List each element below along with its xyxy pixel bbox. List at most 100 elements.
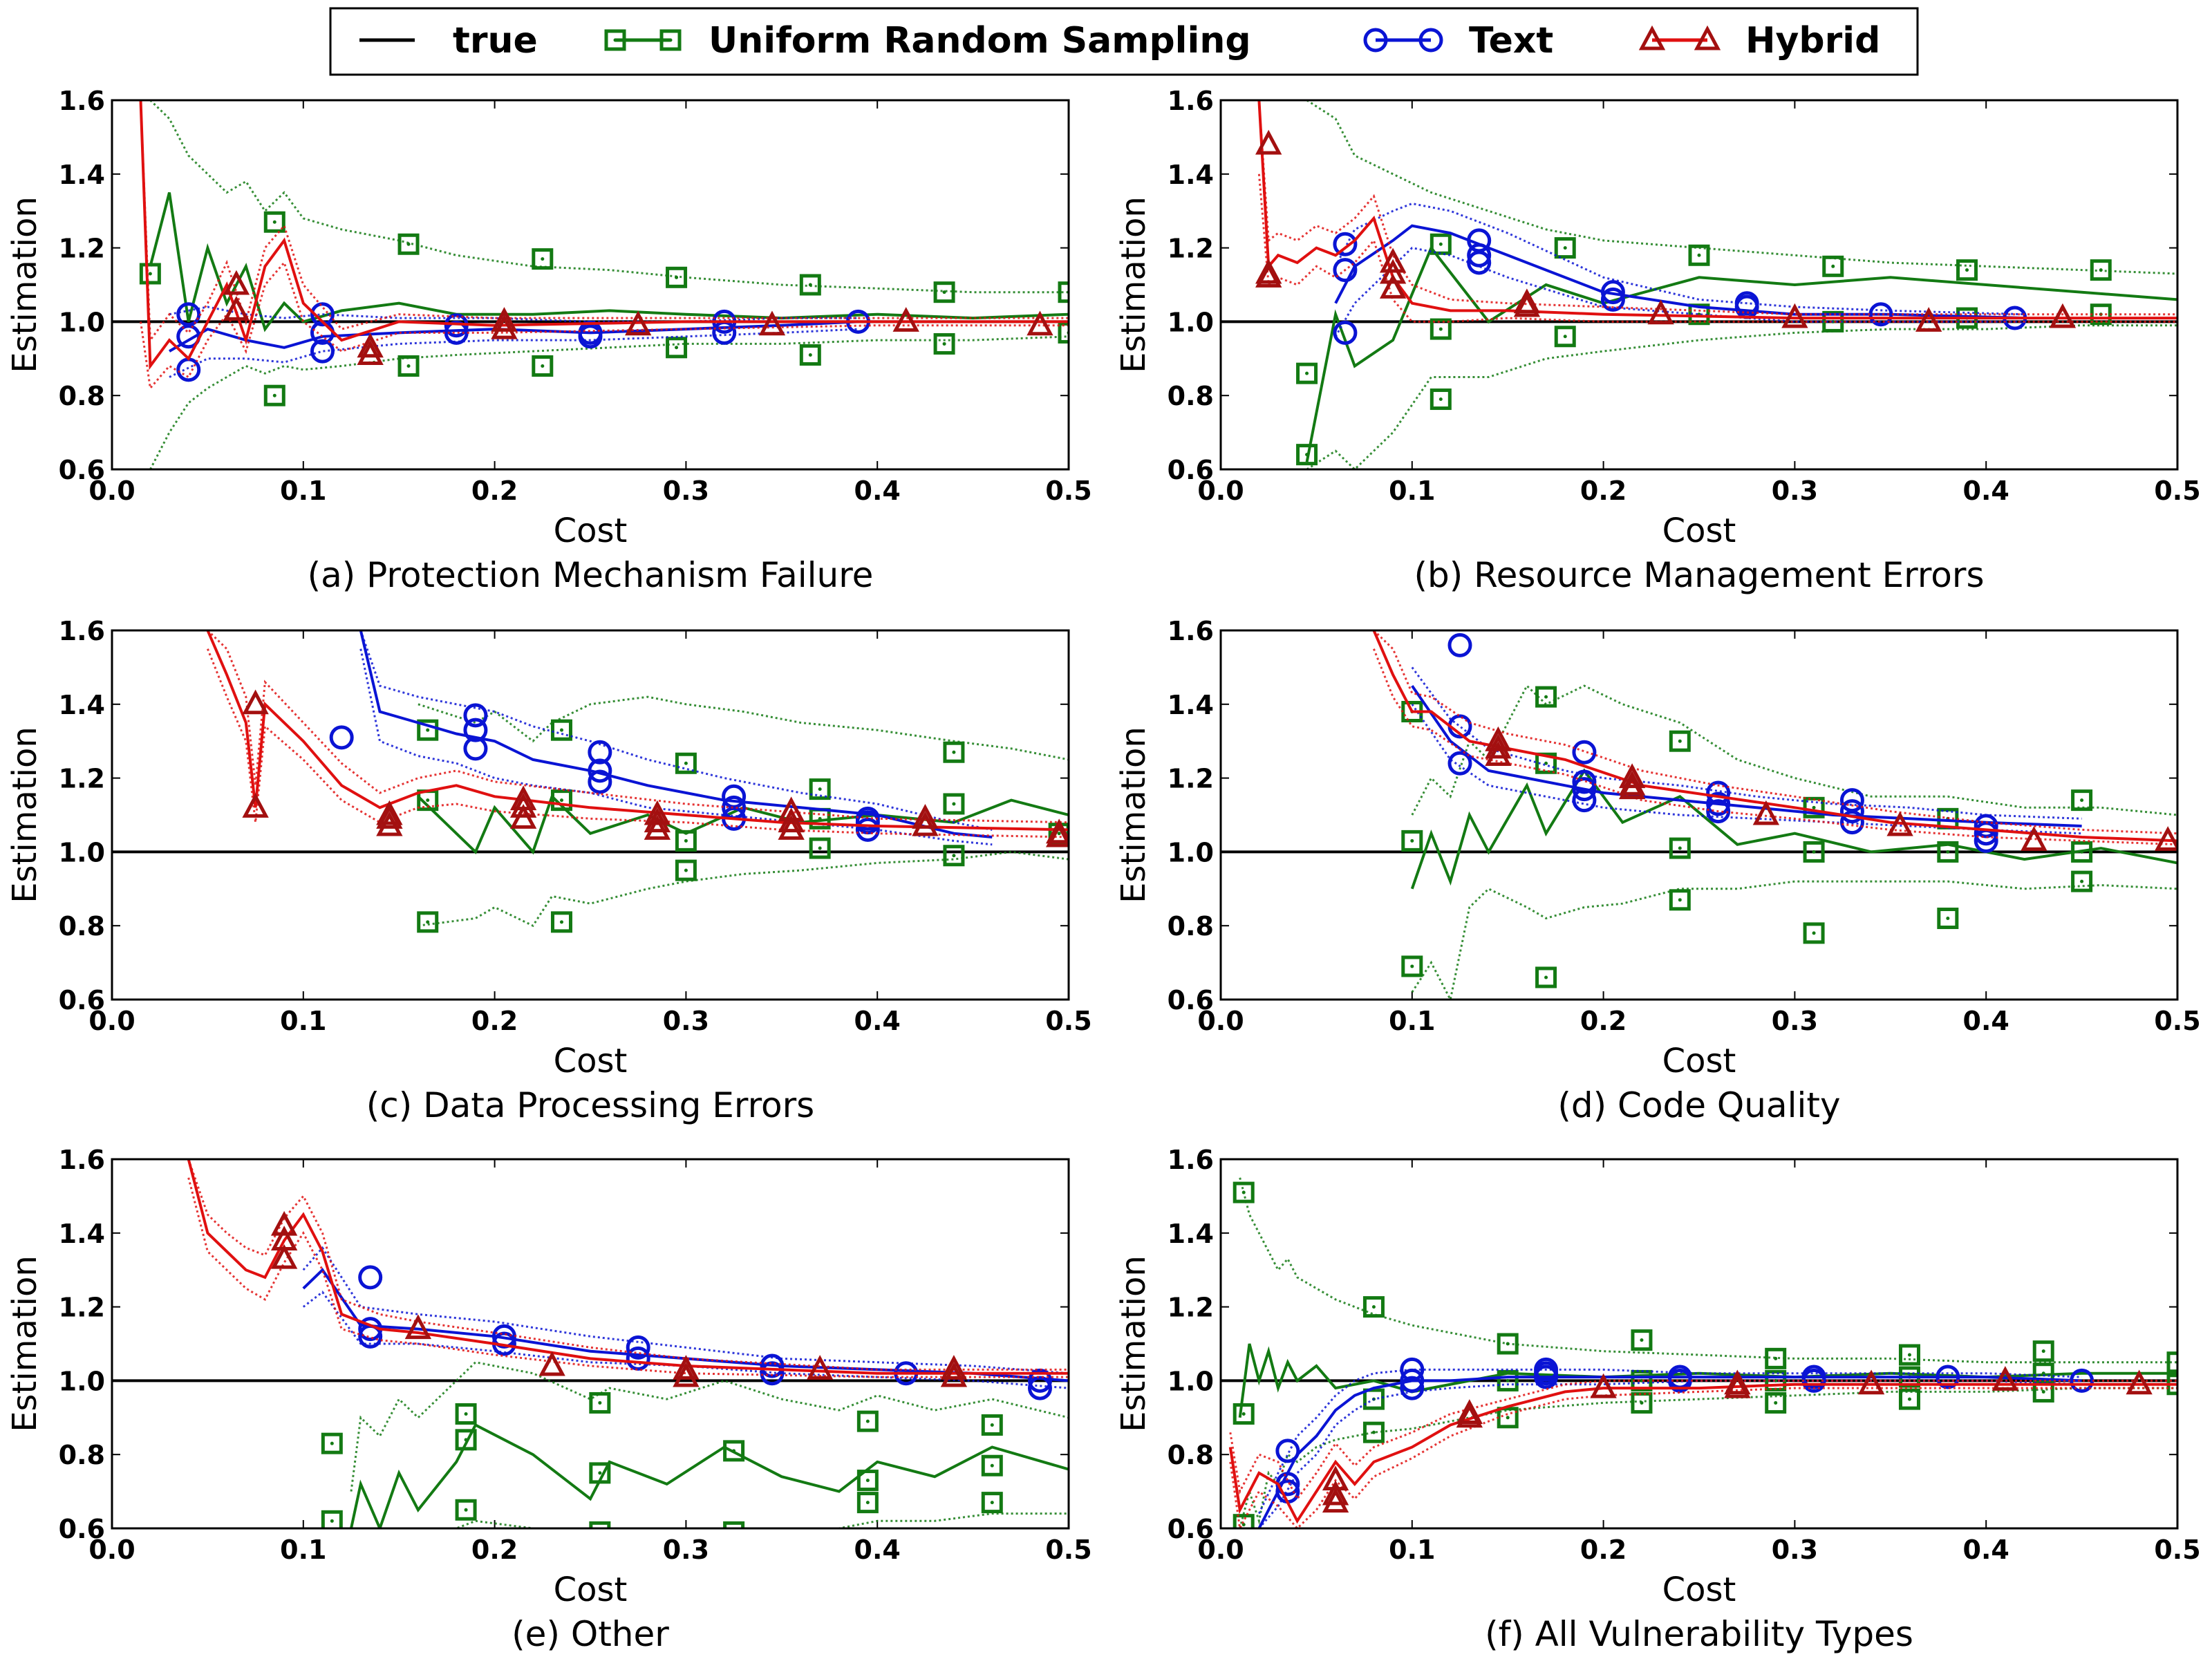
x-tick-label: 0.0 bbox=[1197, 476, 1244, 506]
series-urs-marker bbox=[1497, 1333, 1519, 1355]
x-tick-label: 0.3 bbox=[1772, 476, 1818, 506]
series-urs-marker bbox=[1232, 1403, 1255, 1425]
y-axis-label: Estimation bbox=[1114, 1255, 1153, 1432]
series-urs bbox=[1232, 1177, 2177, 1528]
series-urs-marker bbox=[589, 1462, 611, 1484]
series-hybrid-lower-band bbox=[140, 261, 1069, 391]
series-hybrid-marker bbox=[1724, 1369, 1751, 1395]
series-urs-marker bbox=[943, 793, 965, 815]
series-text-marker bbox=[463, 736, 488, 761]
x-axis-label: Cost bbox=[1662, 1571, 1736, 1609]
series-urs-marker bbox=[532, 355, 554, 377]
series-urs-marker bbox=[666, 337, 688, 359]
series-text-line bbox=[359, 630, 993, 838]
series-hybrid-marker bbox=[1513, 288, 1541, 314]
series-urs-lower-band bbox=[1239, 1387, 2177, 1528]
series-urs-marker bbox=[723, 1440, 745, 1462]
series-urs-marker bbox=[321, 1432, 343, 1454]
series-urs-marker bbox=[550, 719, 572, 741]
series-urs-marker bbox=[1631, 1391, 1653, 1414]
x-tick-label: 0.5 bbox=[1045, 1006, 1091, 1036]
y-tick-label: 1.6 bbox=[59, 1145, 105, 1175]
x-tick-label: 0.5 bbox=[2154, 476, 2200, 506]
series-hybrid-marker bbox=[673, 1362, 700, 1387]
series-text-marker bbox=[1868, 302, 1893, 327]
series-text-marker bbox=[444, 320, 469, 345]
series-hybrid-marker bbox=[673, 1355, 700, 1380]
x-axis-label: Cost bbox=[1662, 512, 1736, 550]
series-text-marker bbox=[1706, 791, 1731, 816]
series-text-marker bbox=[1572, 788, 1597, 813]
series-urs-marker bbox=[1765, 1391, 1787, 1414]
series-urs-marker bbox=[1430, 318, 1452, 340]
series-hybrid-marker bbox=[1724, 1373, 1751, 1398]
y-tick-label: 0.6 bbox=[1168, 455, 1214, 485]
series-urs-marker bbox=[799, 274, 821, 296]
y-tick-label: 0.8 bbox=[1168, 1440, 1214, 1470]
series-text-marker bbox=[760, 1361, 785, 1386]
series-hybrid-marker bbox=[778, 815, 805, 840]
x-tick-label: 0.5 bbox=[1045, 476, 1091, 506]
series-hybrid-marker bbox=[644, 800, 671, 825]
y-tick-label: 1.0 bbox=[1168, 1366, 1214, 1396]
x-tick-label: 0.4 bbox=[854, 1535, 901, 1565]
series-hybrid-marker bbox=[270, 1244, 298, 1269]
series-urs-marker bbox=[1232, 1181, 1255, 1203]
series-urs-line bbox=[1238, 1343, 2177, 1418]
x-tick-label: 0.2 bbox=[471, 476, 518, 506]
series-urs-marker bbox=[589, 1521, 611, 1528]
series-text-marker bbox=[463, 703, 488, 728]
y-tick-label: 0.8 bbox=[59, 1440, 105, 1470]
panel-e: 0.0 0.1 0.2 0.3 0.4 0.5 0.6 0.8 1.0 1.2 1.4 1.6 Cost… bbox=[6, 1145, 1092, 1654]
series-urs-upper-band bbox=[149, 100, 1069, 294]
panel-c: 0.0 0.1 0.2 0.3 0.4 0.5 0.6 0.8 1.0 1.2 1.4 1.6 Cost… bbox=[6, 616, 1092, 1125]
series-hybrid-marker bbox=[1255, 259, 1282, 284]
series-text-marker bbox=[626, 1346, 650, 1371]
series-text-upper-band bbox=[359, 630, 993, 831]
series-urs-marker bbox=[1362, 1296, 1385, 1318]
series-text-marker bbox=[1400, 1357, 1425, 1382]
series-urs-line bbox=[350, 1423, 1069, 1528]
series-hybrid-lower-band bbox=[1373, 648, 2177, 846]
series-hybrid-marker bbox=[1485, 733, 1512, 759]
series-urs-marker bbox=[1669, 730, 1691, 752]
series-hybrid-marker bbox=[270, 1210, 298, 1236]
series-hybrid-marker bbox=[1045, 818, 1069, 844]
plot-area bbox=[112, 1159, 1069, 1528]
x-tick-label: 0.1 bbox=[1389, 1535, 1435, 1565]
legend-item-true: true bbox=[359, 20, 538, 62]
x-axis-label: Cost bbox=[554, 1042, 628, 1080]
axes-frame bbox=[111, 629, 1070, 1001]
series-hybrid-marker bbox=[223, 270, 250, 295]
series-text-marker bbox=[1600, 280, 1625, 305]
series-text-marker bbox=[1572, 740, 1597, 765]
x-tick-label: 0.0 bbox=[1197, 1006, 1244, 1036]
y-tick-label: 0.6 bbox=[1168, 1514, 1214, 1544]
series-urs-marker bbox=[1956, 259, 1978, 281]
series-hybrid-marker bbox=[1513, 292, 1541, 317]
series-text-marker bbox=[855, 817, 880, 842]
y-tick-label: 0.8 bbox=[1168, 911, 1214, 941]
series-text-marker bbox=[578, 324, 603, 349]
series-urs-marker bbox=[550, 789, 572, 812]
x-tick-label: 0.4 bbox=[854, 476, 901, 506]
series-hybrid-marker bbox=[1590, 1373, 1617, 1398]
legend-marker-end bbox=[1694, 25, 1721, 50]
series-urs-marker bbox=[933, 332, 955, 355]
panel-b: 0.0 0.1 0.2 0.3 0.4 0.5 0.6 0.8 1.0 1.2 1.4 1.6 Cost… bbox=[1114, 86, 2201, 595]
series-hybrid-line bbox=[187, 1159, 1069, 1375]
series-hybrid-marker bbox=[242, 793, 269, 818]
series-text-marker bbox=[1600, 287, 1625, 312]
series-text-upper-band bbox=[302, 1246, 1069, 1375]
series-hybrid-marker bbox=[2049, 303, 2077, 328]
series-hybrid-marker bbox=[491, 307, 518, 332]
series-text-line bbox=[1257, 1376, 2082, 1528]
y-tick-label: 1.6 bbox=[1168, 1145, 1214, 1175]
series-urs-marker bbox=[1296, 444, 1318, 466]
series-urs-lower-band bbox=[351, 1512, 1069, 1528]
series-urs-marker bbox=[933, 281, 955, 303]
series-text-marker bbox=[588, 769, 612, 794]
series-text-marker bbox=[1447, 632, 1472, 657]
series-hybrid-marker bbox=[644, 815, 671, 840]
series-urs-upper-band bbox=[350, 1361, 1069, 1492]
